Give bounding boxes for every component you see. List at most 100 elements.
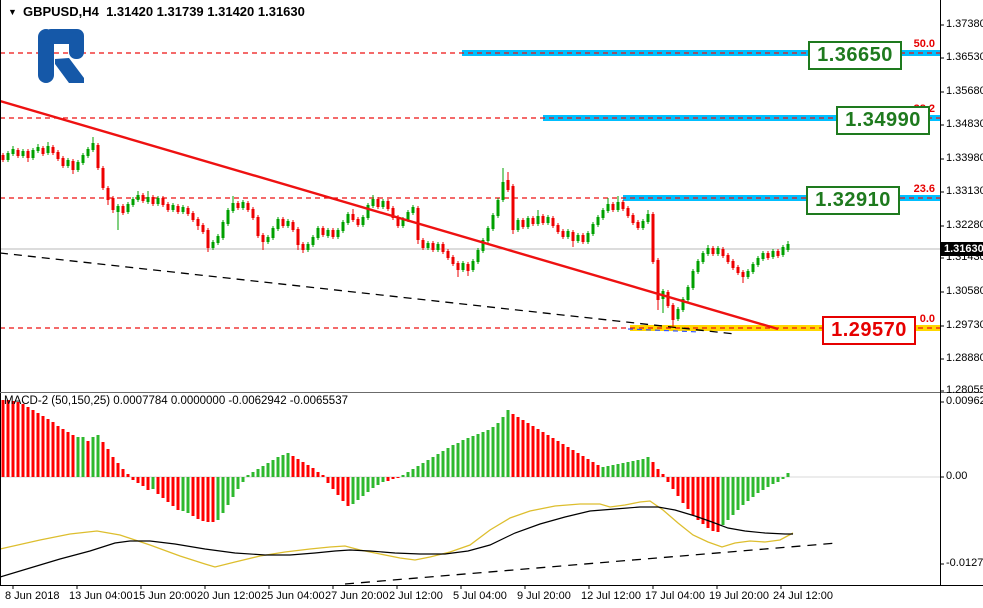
candlestick-down: [556, 225, 560, 232]
macd-histogram-bar: [696, 477, 700, 520]
candlestick-down: [626, 208, 630, 216]
macd-histogram-bar: [516, 417, 520, 477]
macd-histogram-bar: [691, 477, 695, 515]
macd-histogram-bar: [281, 455, 285, 477]
candlestick-up: [476, 250, 480, 262]
macd-histogram-bar: [261, 466, 265, 477]
candlestick-up: [601, 210, 605, 218]
candlestick-down: [236, 203, 240, 208]
macd-histogram-bar: [621, 463, 625, 477]
candlestick-down: [61, 158, 65, 166]
candlestick-down: [521, 220, 525, 227]
candlestick-up: [366, 205, 370, 218]
macd-histogram-bar: [356, 477, 360, 500]
macd-histogram-bar: [101, 442, 105, 477]
macd-histogram-bar: [41, 416, 45, 477]
fib-price-box-38.2[interactable]: 1.34990: [836, 106, 930, 135]
macd-histogram-bar: [361, 477, 365, 496]
candlestick-up: [406, 212, 410, 220]
time-axis-label: 15 Jun 20:00: [133, 590, 197, 602]
candlestick-up: [36, 147, 40, 151]
candlestick-down: [206, 230, 210, 248]
macd-histogram-bar: [706, 477, 710, 528]
macd-histogram-bar: [36, 413, 40, 477]
candlestick-up: [271, 228, 275, 238]
candlestick-up: [496, 200, 500, 216]
candlestick-up: [146, 197, 150, 202]
candlestick-down: [246, 203, 250, 210]
candlestick-up: [226, 210, 230, 224]
macd-histogram-bar: [156, 477, 160, 494]
macd-histogram-bar: [96, 435, 100, 477]
candlestick-down: [456, 263, 460, 270]
candlestick-up: [471, 261, 475, 270]
macd-histogram-bar: [421, 463, 425, 477]
fib-price-box-0.0[interactable]: 1.29570: [822, 316, 916, 345]
candlestick-up: [491, 215, 495, 229]
macd-histogram-bar: [531, 426, 535, 477]
candlestick-down: [766, 253, 770, 258]
macd-histogram-bar: [376, 477, 380, 485]
chart-title: GBPUSD,H4 1.31420 1.31739 1.31420 1.3163…: [23, 4, 305, 19]
macd-histogram-bar: [456, 443, 460, 477]
fib-price-box-23.6[interactable]: 1.32910: [806, 186, 900, 215]
macd-histogram-bar: [111, 457, 115, 477]
macd-histogram-bar: [781, 477, 785, 479]
macd-histogram-bar: [716, 477, 720, 532]
candlestick-up: [696, 261, 700, 272]
candlestick-up: [131, 199, 135, 205]
macd-histogram-bar: [431, 457, 435, 477]
candlestick-down: [736, 267, 740, 273]
macd-histogram-bar: [461, 440, 465, 477]
macd-histogram-bar: [586, 459, 590, 477]
price-axis-label: 1.32280: [946, 219, 983, 231]
candlestick-down: [261, 235, 265, 242]
symbol-dropdown-icon[interactable]: ▼: [8, 7, 17, 17]
candlestick-up: [21, 151, 25, 156]
candlestick-up: [6, 153, 10, 160]
candlestick-down: [301, 244, 305, 250]
macd-histogram-bar: [481, 432, 485, 477]
candlestick-down: [26, 151, 30, 158]
macd-histogram-bar: [11, 401, 15, 477]
candlestick-down: [196, 219, 200, 226]
candlestick-up: [341, 222, 345, 231]
candlestick-up: [81, 155, 85, 163]
fib-percent-label-50.0: 50.0: [913, 38, 935, 50]
candlestick-down: [161, 198, 165, 205]
candlestick-down: [431, 243, 435, 250]
candlestick-up: [676, 309, 680, 319]
macd-histogram-bar: [366, 477, 370, 492]
macd-histogram-bar: [211, 477, 215, 522]
candlestick-down: [451, 257, 455, 264]
macd-histogram-bar: [311, 468, 315, 477]
macd-histogram-bar: [276, 457, 280, 477]
macd-histogram-bar: [31, 410, 35, 477]
macd-dashed-trendline: [344, 542, 838, 585]
candlestick-up: [91, 143, 95, 150]
candlestick-up: [306, 244, 310, 250]
macd-histogram-bar: [561, 444, 565, 477]
macd-histogram-bar: [546, 435, 550, 477]
candlestick-down: [111, 198, 115, 210]
price-axis-label: 1.28880: [946, 352, 983, 364]
macd-histogram-bar: [576, 453, 580, 477]
candlestick-down: [376, 199, 380, 207]
price-axis-label: 1.33980: [946, 152, 983, 164]
time-axis-label: 13 Jun 04:00: [69, 590, 133, 602]
candlestick-up: [686, 287, 690, 300]
macd-histogram-bar: [396, 477, 400, 478]
candlestick-down: [176, 206, 180, 212]
fib-price-box-50.0[interactable]: 1.36650: [808, 41, 902, 70]
candlestick-up: [426, 243, 430, 248]
macd-histogram-bar: [256, 469, 260, 477]
macd-axis-label: -0.0127157: [946, 557, 983, 569]
macd-histogram-bar: [51, 422, 55, 477]
macd-histogram-bar: [371, 477, 375, 488]
macd-histogram-bar: [86, 441, 90, 477]
candlestick-up: [701, 253, 705, 262]
macd-histogram-bar: [591, 462, 595, 477]
macd-histogram-bar: [331, 477, 335, 489]
candlestick-down: [16, 150, 20, 156]
